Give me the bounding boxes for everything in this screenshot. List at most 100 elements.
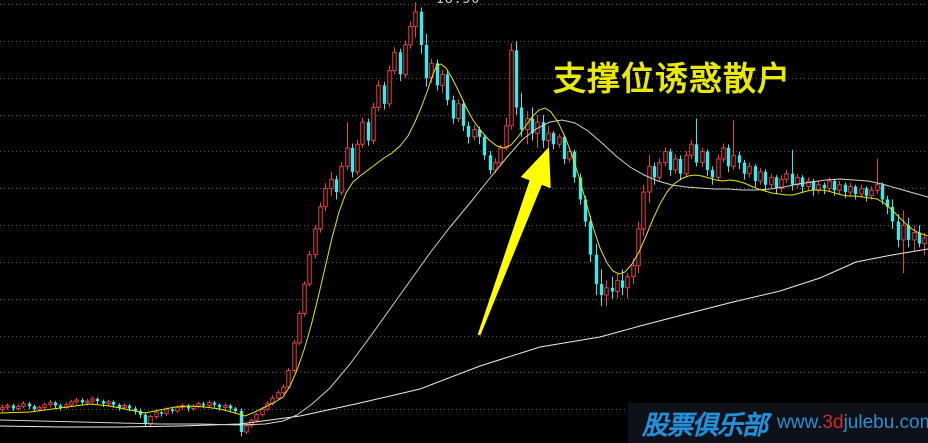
candle-down bbox=[726, 147, 731, 167]
candle-up bbox=[313, 228, 318, 256]
candle-down bbox=[212, 402, 217, 405]
candle-down bbox=[890, 206, 895, 222]
candle-down bbox=[217, 404, 222, 408]
candle-down bbox=[111, 401, 116, 405]
candle-up bbox=[122, 405, 127, 408]
candle-down bbox=[334, 179, 339, 193]
candle-up bbox=[196, 403, 201, 407]
candle-up bbox=[625, 276, 630, 289]
candle-up bbox=[37, 406, 42, 410]
candle-up bbox=[21, 403, 26, 407]
candle-up bbox=[48, 402, 53, 406]
candle-up bbox=[859, 187, 864, 195]
candle-down bbox=[201, 403, 206, 406]
candle-down bbox=[562, 136, 567, 159]
candle-up bbox=[371, 106, 376, 142]
candle-up bbox=[254, 414, 259, 421]
candle-down bbox=[382, 85, 387, 104]
candle-up bbox=[493, 162, 498, 171]
candle-down bbox=[466, 125, 471, 137]
candle-down bbox=[32, 406, 37, 410]
candle-up bbox=[292, 342, 297, 372]
candle-down bbox=[832, 181, 837, 191]
candle-up bbox=[716, 158, 721, 178]
candle-up bbox=[323, 187, 328, 208]
candle-up bbox=[641, 191, 646, 230]
candle-down bbox=[133, 408, 138, 412]
candle-up bbox=[307, 254, 312, 285]
candle-up bbox=[657, 162, 662, 178]
candle-down bbox=[896, 221, 901, 240]
candle-down bbox=[853, 186, 858, 194]
candle-down bbox=[11, 405, 16, 409]
candle-up bbox=[345, 147, 350, 167]
candle-up bbox=[403, 44, 408, 75]
candle-down bbox=[477, 129, 482, 137]
candle-down bbox=[186, 405, 191, 409]
candle-down bbox=[710, 170, 715, 178]
candle-up bbox=[286, 370, 291, 388]
candle-up bbox=[816, 184, 821, 191]
candle-up bbox=[636, 228, 641, 267]
peak-price-label: 18.56 bbox=[436, 0, 480, 7]
annotation-arrow bbox=[477, 147, 551, 336]
candle-up bbox=[647, 165, 652, 193]
candle-down bbox=[880, 184, 885, 200]
candle-down bbox=[885, 199, 890, 207]
candle-down bbox=[790, 173, 795, 185]
candle-up bbox=[302, 283, 307, 315]
candle-down bbox=[445, 74, 450, 101]
candle-down bbox=[482, 136, 487, 156]
candle-down bbox=[519, 107, 524, 130]
candle-down bbox=[143, 414, 148, 424]
candle-up bbox=[557, 136, 562, 145]
candle-down bbox=[917, 232, 922, 244]
brand-url: www.3djulebu.com bbox=[777, 412, 928, 434]
candle-up bbox=[74, 399, 79, 403]
candle-up bbox=[721, 147, 726, 160]
candle-up bbox=[392, 51, 397, 72]
candle-down bbox=[811, 181, 816, 191]
candle-down bbox=[694, 144, 699, 163]
brand-logo: 股票俱乐部 bbox=[642, 409, 768, 440]
candle-up bbox=[567, 151, 572, 160]
candle-up bbox=[281, 386, 286, 394]
candle-up bbox=[901, 224, 906, 241]
candle-down bbox=[763, 171, 768, 185]
candle-up bbox=[456, 103, 461, 119]
candle-up bbox=[758, 171, 763, 182]
candle-down bbox=[594, 254, 599, 285]
candle-down bbox=[366, 122, 371, 141]
candle-down bbox=[159, 412, 164, 414]
candle-up bbox=[5, 405, 10, 408]
candle-up bbox=[604, 287, 609, 296]
candle-up bbox=[769, 176, 774, 186]
candle-up bbox=[827, 180, 832, 189]
candle-up bbox=[360, 121, 365, 145]
candle-down bbox=[228, 405, 233, 409]
candle-up bbox=[631, 265, 636, 278]
candle-down bbox=[117, 404, 122, 408]
candle-up bbox=[175, 406, 180, 412]
candle-up bbox=[498, 147, 503, 164]
candle-down bbox=[551, 133, 556, 145]
candle-down bbox=[588, 221, 593, 255]
candle-down bbox=[742, 162, 747, 174]
candle-up bbox=[376, 84, 381, 108]
candle-down bbox=[774, 177, 779, 189]
candle-down bbox=[514, 50, 519, 108]
candle-up bbox=[837, 184, 842, 191]
candle-up bbox=[509, 49, 514, 127]
candle-up bbox=[440, 73, 445, 86]
candle-down bbox=[233, 408, 238, 412]
candle-down bbox=[652, 166, 657, 178]
candle-up bbox=[795, 176, 800, 186]
candle-up bbox=[504, 125, 509, 149]
candle-down bbox=[583, 199, 588, 222]
candle-down bbox=[530, 118, 535, 134]
candle-down bbox=[822, 184, 827, 189]
candle-down bbox=[753, 166, 758, 182]
candle-up bbox=[106, 401, 111, 405]
